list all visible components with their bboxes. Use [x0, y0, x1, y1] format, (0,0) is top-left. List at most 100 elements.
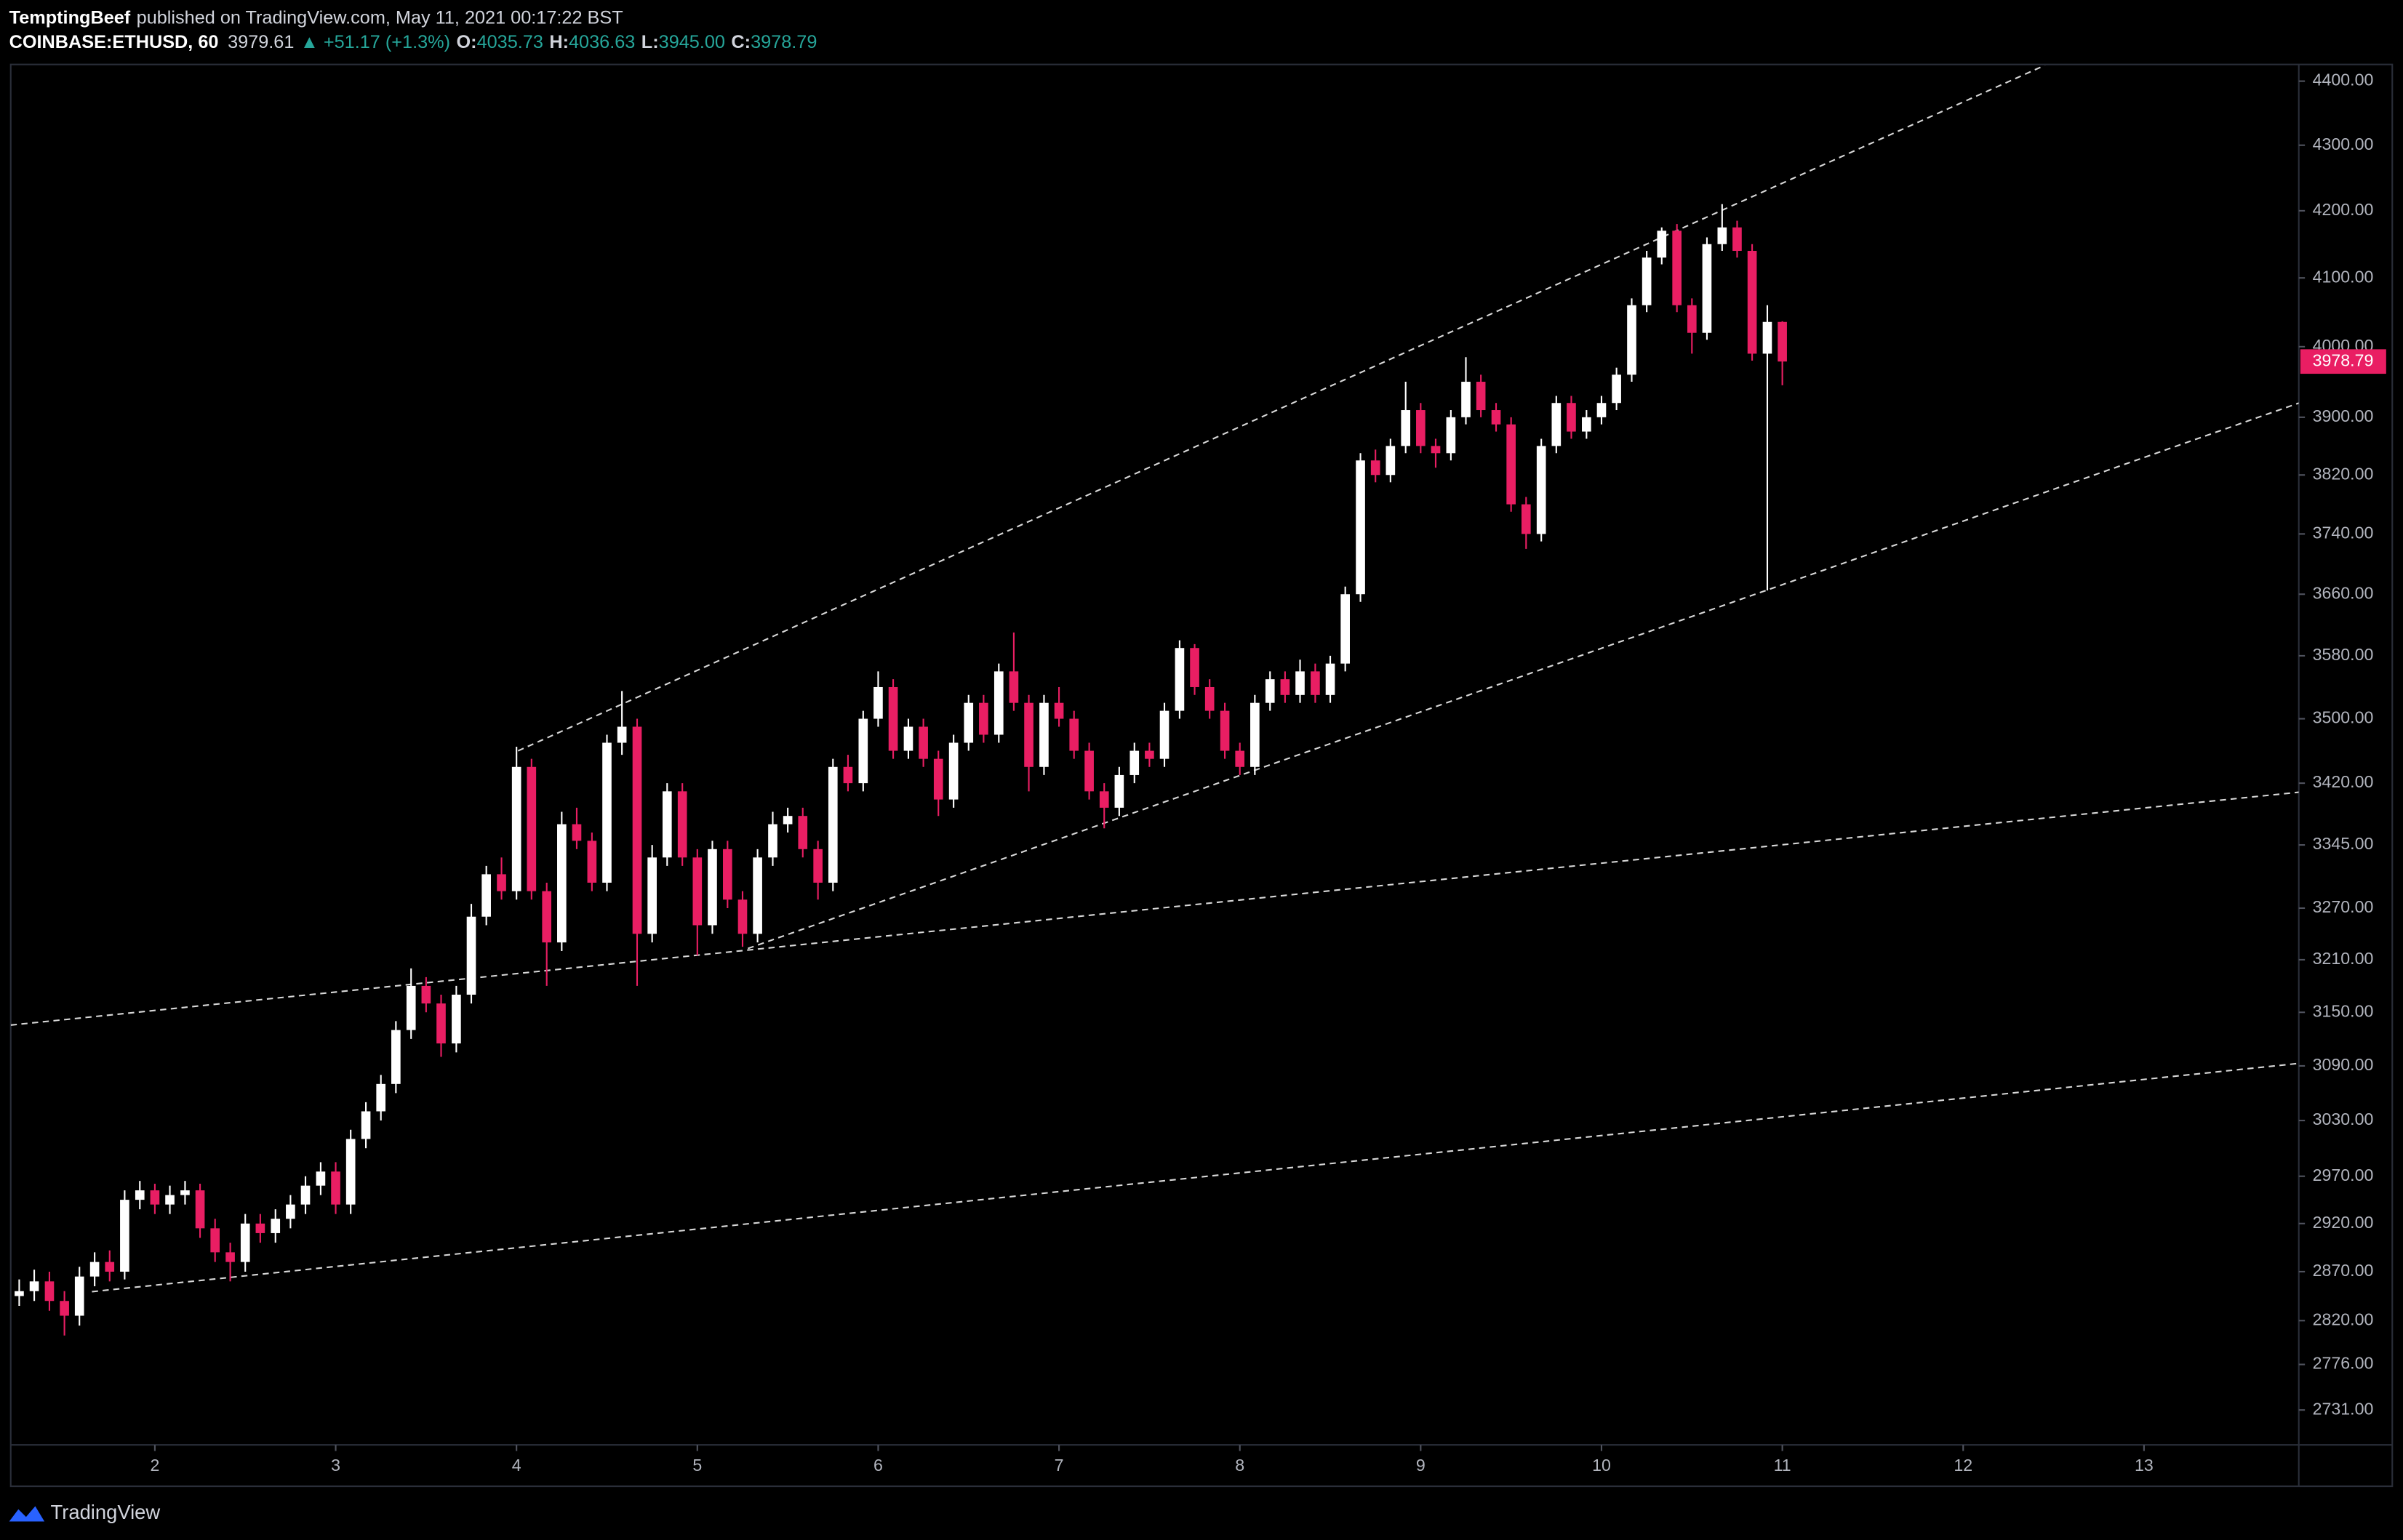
x-tick-label: 11 — [1774, 1456, 1791, 1475]
candle-body — [1567, 403, 1576, 432]
y-tick-label: 3150.00 — [2313, 1001, 2374, 1020]
candle-body — [1702, 244, 1712, 333]
candle-body — [662, 791, 672, 858]
candle-body — [1325, 663, 1335, 695]
change: ▲ +51.17 (+1.3%) — [300, 32, 450, 52]
candle-body — [29, 1281, 39, 1291]
candle-body — [1311, 671, 1320, 695]
candle-body — [828, 766, 838, 883]
candle-body — [1145, 750, 1154, 759]
candle-body — [89, 1262, 100, 1277]
candle-body — [1370, 460, 1380, 476]
candle-body — [798, 816, 808, 849]
y-tick-label: 3580.00 — [2313, 645, 2374, 664]
candle-body — [1627, 305, 1636, 375]
candle-body — [1642, 257, 1652, 305]
y-tick-label: 3210.00 — [2313, 949, 2374, 968]
candle-body — [723, 849, 732, 900]
candle-body — [105, 1262, 115, 1272]
candle-body — [903, 726, 913, 751]
candle-body — [1295, 671, 1305, 695]
candle-body — [1657, 230, 1667, 258]
candle-body — [286, 1204, 295, 1219]
x-tick-label: 8 — [1235, 1456, 1244, 1475]
symbol-line: COINBASE:ETHUSD, 60 3979.61 ▲ +51.17 (+1.3… — [9, 32, 817, 52]
candle-body — [572, 824, 582, 841]
trend-line — [10, 791, 2299, 1026]
candle-body — [557, 824, 567, 943]
candle-body — [135, 1190, 145, 1200]
candle-body — [1582, 417, 1591, 432]
candle-body — [391, 1030, 401, 1084]
candle-body — [44, 1281, 55, 1302]
candle-body — [933, 758, 943, 800]
candle-body — [1747, 251, 1757, 354]
x-tick-label: 13 — [2135, 1456, 2154, 1475]
candle-body — [481, 874, 491, 917]
candle-body — [1084, 750, 1094, 792]
x-tick-label: 7 — [1055, 1456, 1064, 1475]
candle-body — [1416, 410, 1426, 446]
candle-body — [1612, 374, 1621, 404]
candle-body — [406, 985, 416, 1030]
y-tick-label: 2920.00 — [2313, 1213, 2374, 1232]
candle-body — [376, 1083, 386, 1112]
y-tick-label: 3500.00 — [2313, 708, 2374, 727]
candle-body — [1778, 321, 1787, 362]
candle-body — [1054, 702, 1064, 719]
candle-body — [948, 742, 959, 800]
candle-body — [452, 994, 461, 1044]
x-tick-label: 4 — [512, 1456, 521, 1475]
candle-body — [511, 766, 521, 891]
x-tick-label: 12 — [1954, 1456, 1972, 1475]
candle-body — [497, 874, 506, 891]
candle-body — [587, 841, 597, 883]
candle-body — [1159, 710, 1169, 759]
trend-line — [747, 402, 2299, 950]
candle-body — [1114, 774, 1124, 808]
candle-body — [617, 726, 627, 743]
candle-body — [677, 791, 687, 858]
y-tick-label: 3270.00 — [2313, 897, 2374, 916]
candle-body — [647, 857, 657, 934]
candle-body — [195, 1190, 205, 1229]
candle-body — [1762, 321, 1772, 354]
x-tick-label: 2 — [150, 1456, 159, 1475]
candle-body — [1386, 446, 1396, 476]
trend-line — [517, 65, 2046, 752]
l-label: L: — [641, 32, 659, 52]
candle-body — [1190, 648, 1199, 687]
candle-body — [602, 742, 612, 883]
candle-body — [783, 816, 793, 825]
candle-body — [708, 849, 717, 926]
y-tick-label: 4400.00 — [2313, 71, 2374, 89]
candle-body — [60, 1301, 69, 1316]
candle-body — [843, 766, 853, 784]
axes: 2731.00 2776.00 2820.00 2870.00 2920.00 2970.… — [150, 71, 2386, 1475]
o-value: 4035.73 — [477, 32, 543, 52]
candle-body — [873, 686, 883, 719]
candle-body — [225, 1252, 235, 1262]
candle-body — [1687, 305, 1697, 333]
publish-line: TemptingBeef published on TradingView.com… — [9, 7, 623, 28]
x-tick-label: 10 — [1592, 1456, 1611, 1475]
c-value: 3978.79 — [751, 32, 817, 52]
candle-body — [271, 1219, 281, 1233]
candle-body — [993, 671, 1004, 735]
candle-body — [255, 1223, 265, 1233]
y-tick-label: 4100.00 — [2313, 267, 2374, 286]
last-price-label: 3978.79 — [2313, 350, 2374, 369]
candle-body — [1551, 403, 1562, 446]
candles — [15, 204, 1787, 1336]
published: published on TradingView.com, May 11, 20… — [137, 7, 623, 28]
x-tick-label: 6 — [873, 1456, 883, 1475]
o-label: O: — [456, 32, 476, 52]
candle-body — [979, 702, 988, 735]
h-label: H: — [549, 32, 569, 52]
candle-body — [421, 985, 431, 1004]
candle-body — [1280, 679, 1290, 695]
candle-body — [345, 1139, 356, 1205]
symbol: COINBASE:ETHUSD, 60 — [9, 32, 219, 52]
y-tick-label: 2731.00 — [2313, 1399, 2374, 1418]
y-tick-label: 3900.00 — [2313, 406, 2374, 425]
